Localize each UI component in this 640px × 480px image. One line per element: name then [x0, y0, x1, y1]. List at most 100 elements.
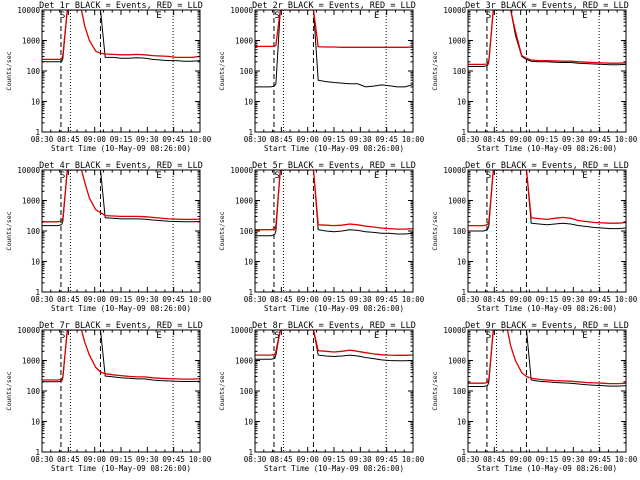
y-tick-label: 10000	[17, 6, 40, 15]
y-tick-label: 10	[31, 98, 41, 107]
start-flag: S	[486, 331, 491, 341]
x-tick-label: 09:00	[83, 295, 106, 304]
detector-panel: 1 10 100 1000 10000 08:30 08:45 09:00 09:15 09:30…	[5, 1, 212, 153]
y-tick-label: 10000	[230, 326, 253, 335]
start-flag: S	[60, 11, 65, 21]
x-tick-label: 08:45	[57, 455, 80, 464]
x-tick-label: 09:30	[349, 135, 372, 144]
y-tick-label: 1000	[448, 197, 467, 206]
y-tick-label: 100	[26, 227, 40, 236]
panel-title: Det 2r BLACK = Events, RED = LLD	[252, 1, 416, 11]
y-tick-label: 10000	[443, 166, 466, 175]
y-tick-label: 1	[248, 448, 253, 457]
y-tick-label: 1	[461, 288, 466, 297]
detector-panel: 1 10 100 1000 10000 08:30 08:45 09:00 09:15 09:30…	[431, 321, 638, 473]
y-tick-label: 10	[244, 418, 254, 427]
detector-panel: 1 10 100 1000 10000 08:30 08:45 09:00 09:15 09:30…	[5, 321, 212, 473]
x-tick-label: 09:30	[349, 455, 372, 464]
x-axis-label: Start Time (10-May-09 08:26:00)	[264, 144, 404, 153]
y-axis-label: Counts/sec	[218, 211, 226, 250]
x-tick-label: 10:00	[402, 455, 425, 464]
lld-rate-line	[468, 170, 626, 227]
x-tick-label: 08:45	[57, 295, 80, 304]
panel-title: Det 7r BLACK = Events, RED = LLD	[39, 321, 203, 331]
x-tick-label: 09:45	[588, 455, 611, 464]
x-tick-label: 09:45	[375, 135, 398, 144]
x-tick-label: 09:30	[562, 455, 585, 464]
start-flag: S	[274, 11, 279, 21]
detector-panel: 1 10 100 1000 10000 08:30 08:45 09:00 09:15 09:30…	[431, 161, 638, 313]
x-tick-label: 09:00	[509, 455, 532, 464]
start-flag: S	[486, 171, 491, 181]
y-tick-label: 1000	[448, 37, 467, 46]
panel-title: Det 4r BLACK = Events, RED = LLD	[39, 161, 203, 171]
events-rate-line	[42, 330, 200, 383]
x-tick-label: 08:45	[270, 295, 293, 304]
x-tick-label: 09:15	[323, 295, 346, 304]
x-tick-label: 09:00	[509, 295, 532, 304]
start-flag: S	[486, 11, 491, 21]
lld-rate-line	[255, 330, 413, 356]
end-flag: E	[374, 11, 379, 21]
y-tick-label: 10	[31, 258, 41, 267]
y-tick-label: 10	[244, 258, 254, 267]
y-tick-label: 1	[248, 128, 253, 137]
y-tick-label: 10000	[443, 6, 466, 15]
x-axis-label: Start Time (10-May-09 08:26:00)	[51, 464, 191, 473]
x-tick-label: 09:45	[162, 295, 185, 304]
y-axis-label: Counts/sec	[5, 51, 13, 90]
detector-panel: 1 10 100 1000 10000 08:30 08:45 09:00 09:15 09:30…	[218, 161, 425, 313]
lld-rate-line	[255, 10, 413, 48]
x-tick-label: 09:15	[323, 135, 346, 144]
y-tick-label: 100	[239, 67, 253, 76]
y-tick-label: 10000	[230, 6, 253, 15]
x-tick-label: 09:15	[110, 135, 133, 144]
x-tick-label: 08:30	[457, 295, 480, 304]
events-rate-line	[42, 170, 200, 227]
x-tick-label: 08:45	[483, 455, 506, 464]
events-rate-line	[468, 10, 626, 67]
y-tick-label: 10000	[230, 166, 253, 175]
x-tick-label: 09:00	[83, 455, 106, 464]
x-tick-label: 09:15	[536, 135, 559, 144]
x-axis-label: Start Time (10-May-09 08:26:00)	[477, 464, 617, 473]
x-tick-label: 09:45	[162, 135, 185, 144]
end-flag: E	[156, 11, 161, 21]
y-tick-label: 1000	[235, 197, 254, 206]
x-tick-label: 09:00	[296, 295, 319, 304]
start-flag: S	[274, 171, 279, 181]
x-tick-label: 09:30	[136, 135, 159, 144]
events-rate-line	[468, 330, 626, 387]
y-axis-label: Counts/sec	[5, 371, 13, 410]
panel-title: Det 8r BLACK = Events, RED = LLD	[252, 321, 416, 331]
panel-title: Det 6r BLACK = Events, RED = LLD	[465, 161, 629, 171]
y-tick-label: 10000	[443, 326, 466, 335]
y-tick-label: 10	[457, 418, 467, 427]
x-tick-label: 08:30	[457, 455, 480, 464]
x-tick-label: 10:00	[402, 295, 425, 304]
start-flag: S	[274, 331, 279, 341]
lld-rate-line	[42, 330, 200, 381]
x-tick-label: 08:30	[31, 295, 54, 304]
detector-panel: 1 10 100 1000 10000 08:30 08:45 09:00 09:15 09:30…	[218, 1, 425, 153]
lld-rate-line	[255, 170, 413, 231]
y-tick-label: 10	[457, 98, 467, 107]
y-tick-label: 100	[452, 227, 466, 236]
x-tick-label: 08:30	[31, 135, 54, 144]
x-tick-label: 08:30	[244, 135, 267, 144]
y-tick-label: 100	[239, 227, 253, 236]
x-tick-label: 09:30	[562, 135, 585, 144]
x-axis-label: Start Time (10-May-09 08:26:00)	[51, 144, 191, 153]
x-tick-label: 09:30	[136, 455, 159, 464]
lld-rate-line	[42, 170, 200, 223]
detector-panel: 1 10 100 1000 10000 08:30 08:45 09:00 09:15 09:30…	[5, 161, 212, 313]
y-tick-label: 10000	[17, 166, 40, 175]
y-tick-label: 100	[452, 67, 466, 76]
y-tick-label: 100	[26, 67, 40, 76]
y-axis-label: Counts/sec	[218, 51, 226, 90]
end-flag: E	[582, 171, 587, 181]
x-tick-label: 09:00	[83, 135, 106, 144]
x-tick-label: 09:45	[375, 455, 398, 464]
x-tick-label: 08:30	[457, 135, 480, 144]
x-axis-label: Start Time (10-May-09 08:26:00)	[477, 304, 617, 313]
